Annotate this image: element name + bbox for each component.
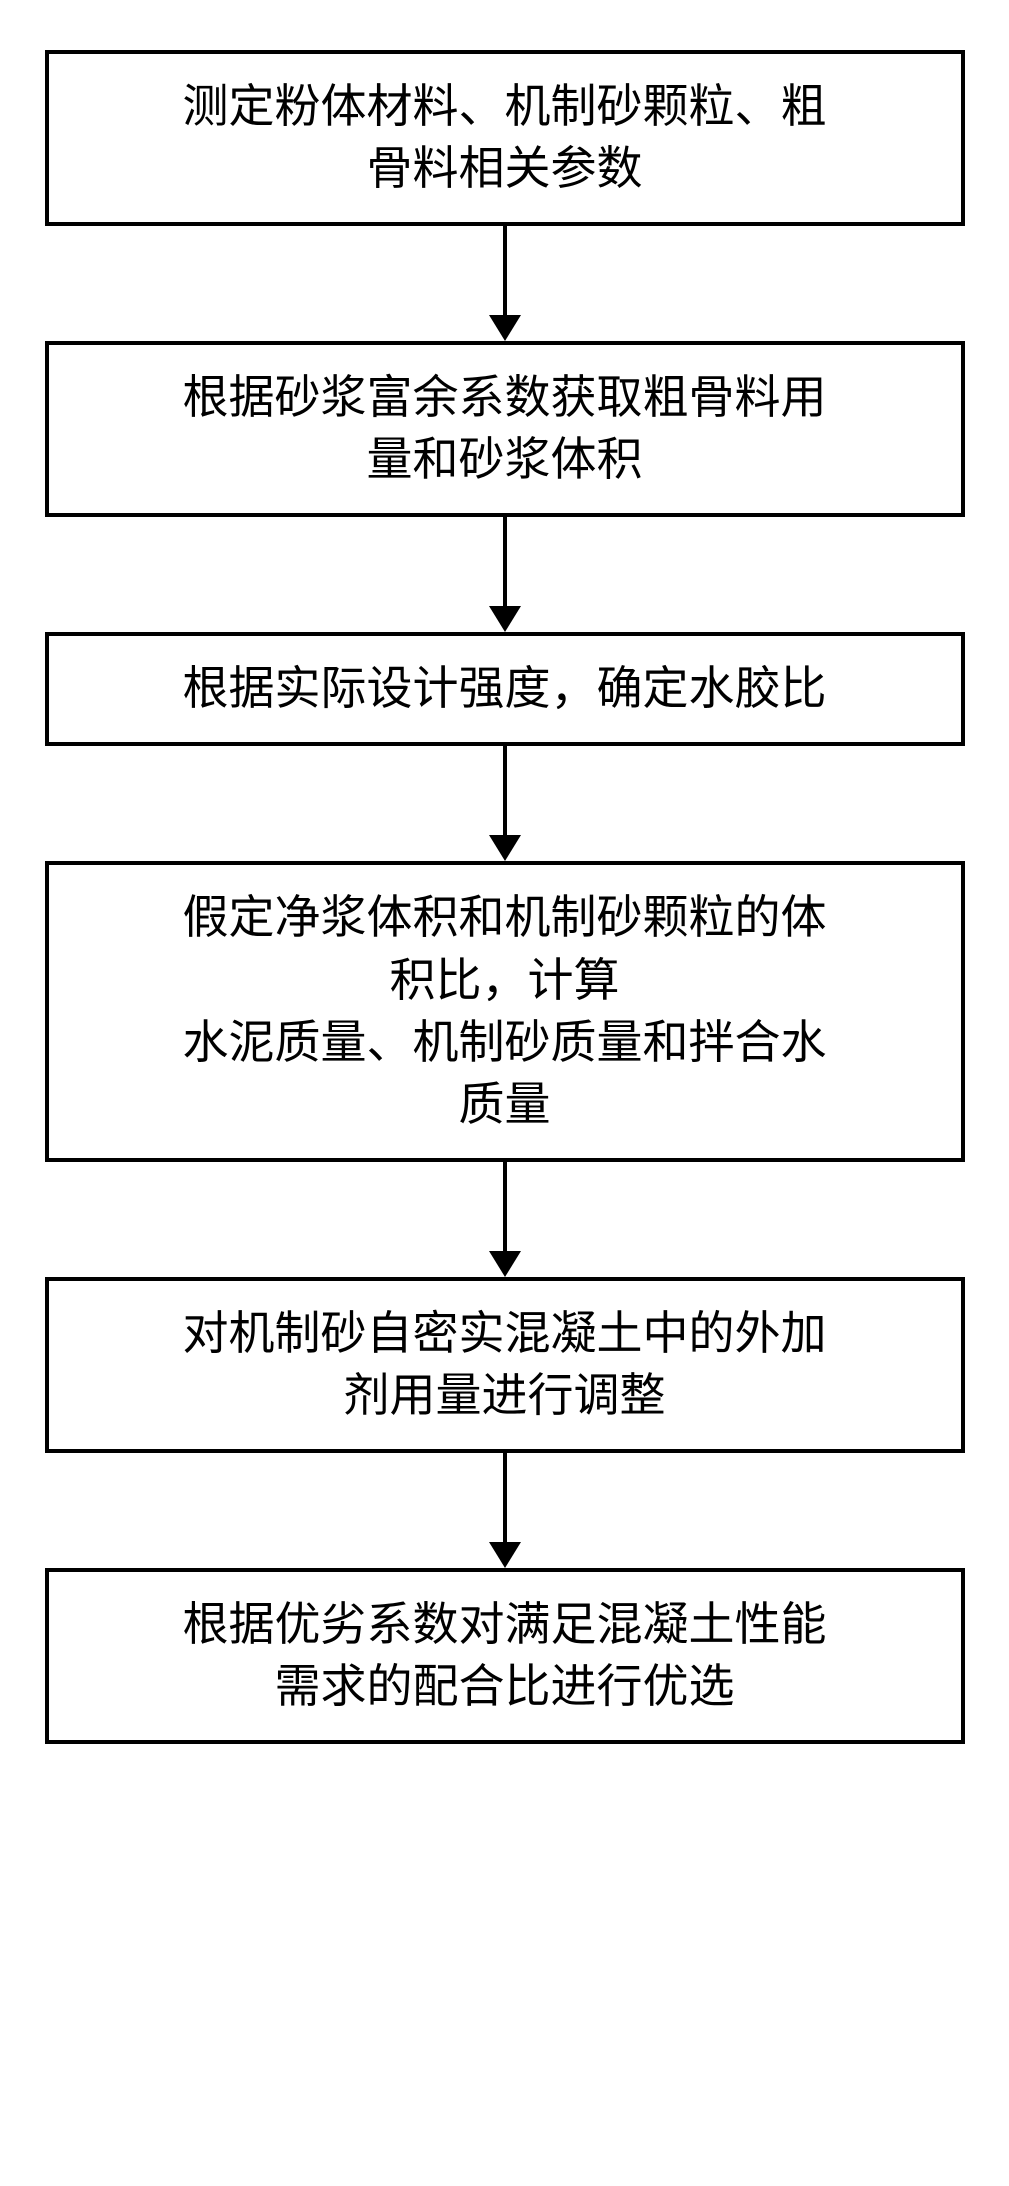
arrow-line [503,746,507,835]
arrow-line [503,517,507,606]
arrow-head [489,1542,521,1568]
arrow-5-6 [489,1453,521,1568]
flowchart-step-3: 根据实际设计强度，确定水胶比 [45,632,965,746]
flowchart-step-6: 根据优劣系数对满足混凝土性能 需求的配合比进行优选 [45,1568,965,1744]
step-2-text: 根据砂浆富余系数获取粗骨料用 量和砂浆体积 [183,367,827,491]
flowchart-step-2: 根据砂浆富余系数获取粗骨料用 量和砂浆体积 [45,341,965,517]
arrow-line [503,226,507,315]
arrow-head [489,606,521,632]
arrow-line [503,1162,507,1251]
flowchart-container: 测定粉体材料、机制砂颗粒、粗 骨料相关参数 根据砂浆富余系数获取粗骨料用 量和砂… [45,50,965,1744]
arrow-head [489,1251,521,1277]
arrow-4-5 [489,1162,521,1277]
arrow-3-4 [489,746,521,861]
arrow-head [489,315,521,341]
step-3-text: 根据实际设计强度，确定水胶比 [183,658,827,720]
step-6-text: 根据优劣系数对满足混凝土性能 需求的配合比进行优选 [183,1594,827,1718]
arrow-1-2 [489,226,521,341]
flowchart-step-1: 测定粉体材料、机制砂颗粒、粗 骨料相关参数 [45,50,965,226]
arrow-line [503,1453,507,1542]
step-5-text: 对机制砂自密实混凝土中的外加 剂用量进行调整 [183,1303,827,1427]
flowchart-step-4: 假定净浆体积和机制砂颗粒的体 积比，计算 水泥质量、机制砂质量和拌合水 质量 [45,861,965,1161]
step-1-text: 测定粉体材料、机制砂颗粒、粗 骨料相关参数 [183,76,827,200]
arrow-2-3 [489,517,521,632]
arrow-head [489,835,521,861]
flowchart-step-5: 对机制砂自密实混凝土中的外加 剂用量进行调整 [45,1277,965,1453]
step-4-text: 假定净浆体积和机制砂颗粒的体 积比，计算 水泥质量、机制砂质量和拌合水 质量 [183,887,827,1135]
